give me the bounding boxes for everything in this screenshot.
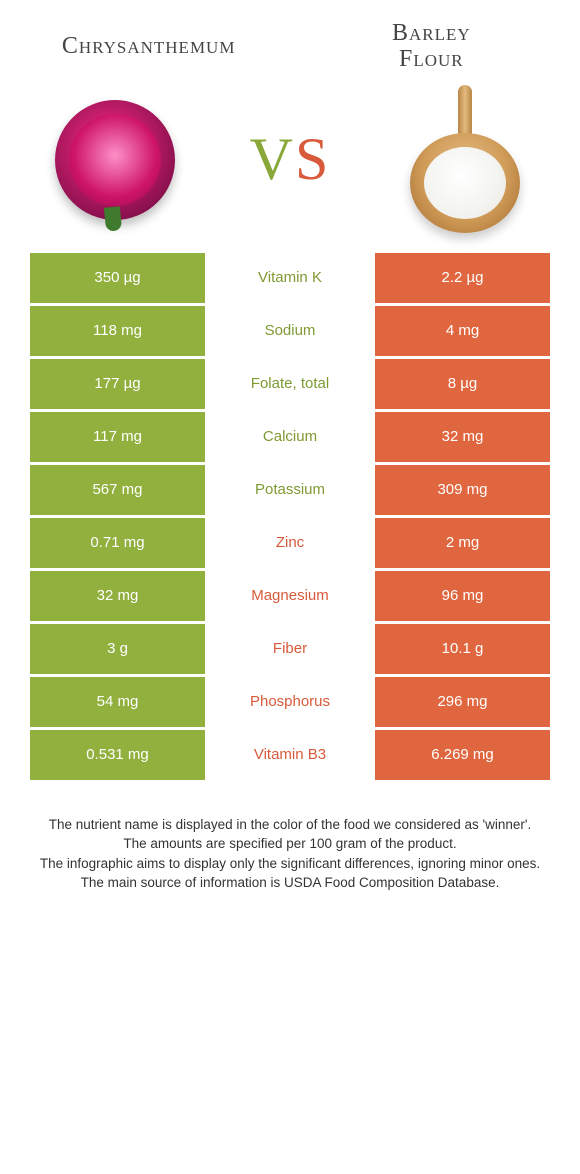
left-food-image [40, 85, 190, 235]
table-row: 3 gFiber10.1 g [30, 624, 550, 674]
left-value: 567 mg [30, 465, 205, 515]
left-value: 117 mg [30, 412, 205, 462]
footer-line: The amounts are specified per 100 gram o… [38, 834, 542, 854]
nutrient-label: Magnesium [205, 571, 375, 621]
table-row: 0.531 mgVitamin B36.269 mg [30, 730, 550, 780]
nutrient-label: Zinc [205, 518, 375, 568]
left-value: 118 mg [30, 306, 205, 356]
nutrient-label: Vitamin K [205, 253, 375, 303]
nutrient-label: Fiber [205, 624, 375, 674]
right-value: 8 µg [375, 359, 550, 409]
right-value: 296 mg [375, 677, 550, 727]
vs-label: VS [250, 125, 331, 194]
right-value: 4 mg [375, 306, 550, 356]
footer-notes: The nutrient name is displayed in the co… [30, 815, 550, 893]
right-value: 96 mg [375, 571, 550, 621]
nutrient-label: Vitamin B3 [205, 730, 375, 780]
table-row: 177 µgFolate, total8 µg [30, 359, 550, 409]
nutrient-label: Folate, total [205, 359, 375, 409]
footer-line: The nutrient name is displayed in the co… [38, 815, 542, 835]
left-value: 3 g [30, 624, 205, 674]
left-value: 0.71 mg [30, 518, 205, 568]
left-value: 0.531 mg [30, 730, 205, 780]
footer-line: The infographic aims to display only the… [38, 854, 542, 874]
table-row: 118 mgSodium4 mg [30, 306, 550, 356]
nutrient-label: Sodium [205, 306, 375, 356]
nutrient-label: Calcium [205, 412, 375, 462]
flour-spoon-icon [400, 85, 530, 235]
table-row: 567 mgPotassium309 mg [30, 465, 550, 515]
left-value: 54 mg [30, 677, 205, 727]
nutrient-label: Phosphorus [205, 677, 375, 727]
right-value: 6.269 mg [375, 730, 550, 780]
left-value: 177 µg [30, 359, 205, 409]
right-value: 10.1 g [375, 624, 550, 674]
left-value: 32 mg [30, 571, 205, 621]
chrysanthemum-icon [50, 95, 180, 225]
right-value: 309 mg [375, 465, 550, 515]
nutrient-table: 350 µgVitamin K2.2 µg118 mgSodium4 mg177… [30, 253, 550, 780]
images-row: VS [30, 85, 550, 235]
left-value: 350 µg [30, 253, 205, 303]
footer-line: The main source of information is USDA F… [38, 873, 542, 893]
table-row: 117 mgCalcium32 mg [30, 412, 550, 462]
table-row: 350 µgVitamin K2.2 µg [30, 253, 550, 303]
header: Chrysanthemum Barley Flour [30, 20, 550, 73]
table-row: 54 mgPhosphorus296 mg [30, 677, 550, 727]
right-value: 2.2 µg [375, 253, 550, 303]
left-food-title: Chrysanthemum [40, 33, 257, 60]
table-row: 0.71 mgZinc2 mg [30, 518, 550, 568]
right-food-title: Barley Flour [323, 20, 540, 73]
right-value: 32 mg [375, 412, 550, 462]
right-food-image [390, 85, 540, 235]
right-value: 2 mg [375, 518, 550, 568]
table-row: 32 mgMagnesium96 mg [30, 571, 550, 621]
nutrient-label: Potassium [205, 465, 375, 515]
